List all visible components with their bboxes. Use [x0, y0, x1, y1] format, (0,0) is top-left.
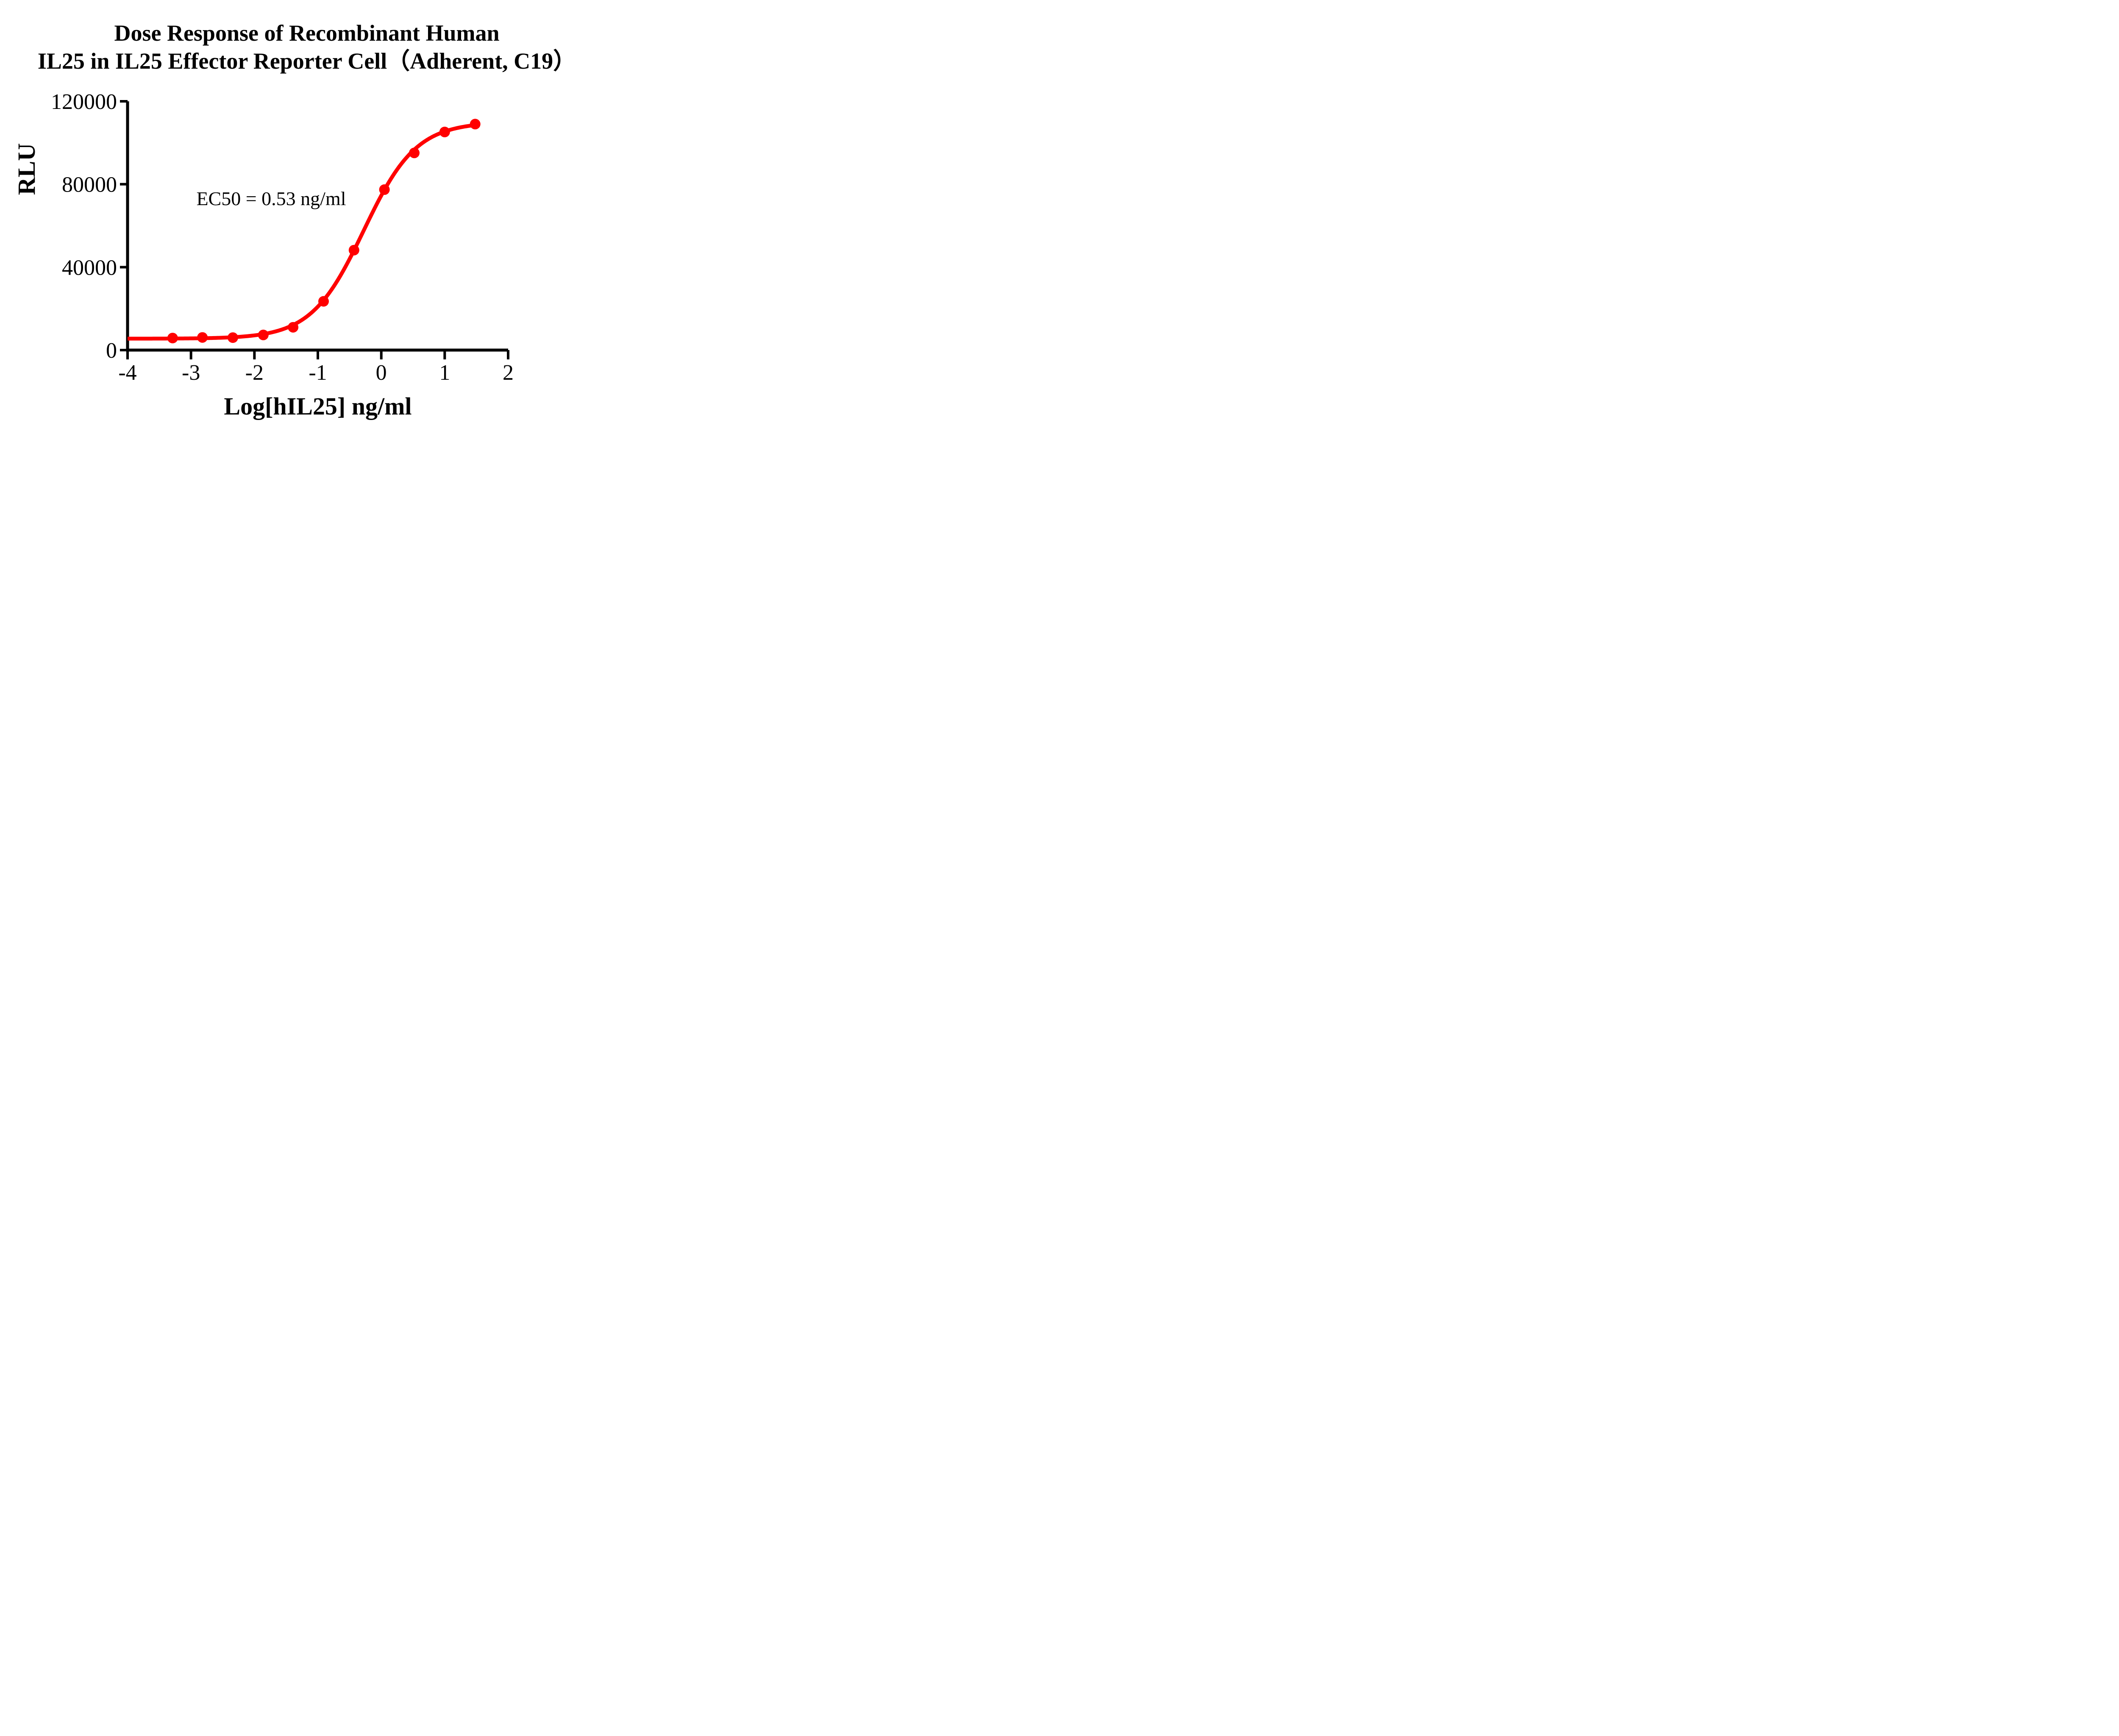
data-point-marker	[348, 245, 359, 256]
data-point-marker	[470, 119, 481, 130]
chart-title-line2: IL25 in IL25 Effector Reporter Cell（Adhe…	[38, 48, 576, 74]
x-tick-label: -1	[309, 361, 327, 385]
data-point-marker	[288, 322, 299, 333]
y-tick-label: 80000	[62, 173, 117, 197]
x-tick-label: -2	[245, 361, 264, 385]
data-point-marker	[258, 329, 269, 340]
x-tick-label: 1	[439, 361, 450, 385]
axes-layer	[126, 101, 508, 352]
ec50-annotation: EC50 = 0.53 ng/ml	[196, 188, 346, 209]
y-tick-label: 120000	[51, 90, 117, 114]
ticks-layer	[120, 100, 509, 359]
dose-response-curve	[128, 123, 476, 341]
x-tick-label: 2	[503, 361, 514, 385]
x-tick-label: 0	[376, 361, 387, 385]
curve-layer	[128, 123, 476, 341]
data-point-marker	[197, 332, 208, 343]
y-axis-title: RLU	[13, 143, 40, 195]
data-point-marker	[379, 184, 390, 195]
y-tick-label: 0	[106, 339, 117, 363]
data-point-marker	[409, 147, 420, 159]
x-tick-label: -3	[182, 361, 200, 385]
dose-response-figure: Dose Response of Recombinant Human IL25 …	[0, 0, 610, 434]
chart-title-line1: Dose Response of Recombinant Human	[114, 20, 499, 46]
x-tick-label: -4	[118, 361, 136, 385]
dose-response-chart: Dose Response of Recombinant Human IL25 …	[13, 20, 576, 420]
data-points-layer	[167, 119, 481, 344]
data-point-marker	[227, 332, 238, 343]
y-tick-label: 40000	[62, 256, 117, 280]
axis-line	[126, 101, 508, 352]
tick-labels-layer: -4 -3 -2 -1 0 1 2 0 40000 80000 120000	[51, 90, 514, 385]
data-point-marker	[318, 296, 329, 307]
data-point-marker	[167, 333, 178, 344]
x-axis-title: Log[hIL25] ng/ml	[224, 392, 412, 420]
data-point-marker	[439, 126, 450, 137]
